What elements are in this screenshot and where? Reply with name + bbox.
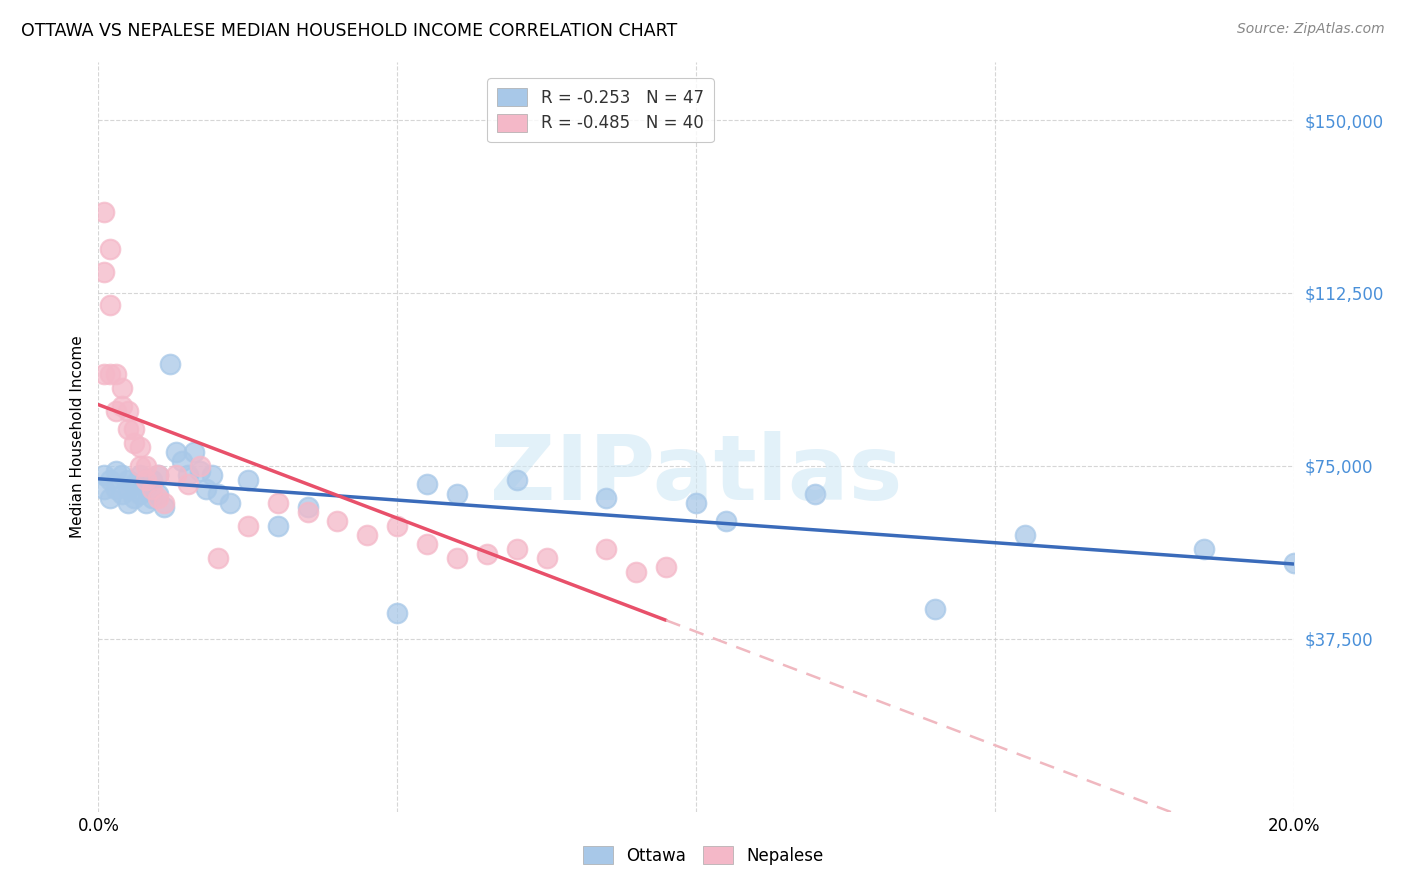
Point	[105, 403, 128, 417]
Point	[111, 486, 134, 500]
Point	[446, 551, 468, 566]
Point	[141, 491, 163, 505]
Y-axis label: Median Household Income: Median Household Income	[69, 335, 84, 539]
Point	[267, 496, 290, 510]
Point	[1282, 556, 1305, 570]
Point	[159, 358, 181, 372]
Point	[356, 528, 378, 542]
Point	[385, 607, 409, 621]
Point	[153, 496, 176, 510]
Point	[416, 537, 439, 551]
Point	[506, 541, 529, 556]
Point	[195, 482, 218, 496]
Point	[236, 519, 259, 533]
Point	[129, 458, 152, 473]
Point	[165, 445, 187, 459]
Point	[385, 519, 409, 533]
Point	[207, 551, 229, 566]
Point	[207, 486, 229, 500]
Point	[124, 435, 146, 450]
Point	[714, 514, 737, 528]
Point	[148, 468, 170, 483]
Point	[129, 486, 152, 500]
Point	[105, 482, 128, 496]
Point	[105, 367, 128, 381]
Point	[93, 468, 115, 483]
Point	[129, 441, 152, 455]
Point	[117, 403, 139, 417]
Point	[219, 496, 242, 510]
Point	[1014, 528, 1036, 542]
Point	[267, 519, 290, 533]
Point	[124, 491, 146, 505]
Point	[804, 486, 827, 500]
Point	[183, 445, 205, 459]
Point	[475, 547, 498, 561]
Text: Source: ZipAtlas.com: Source: ZipAtlas.com	[1237, 22, 1385, 37]
Point	[188, 458, 211, 473]
Point	[924, 602, 946, 616]
Point	[148, 491, 170, 505]
Point	[595, 541, 617, 556]
Point	[117, 496, 139, 510]
Point	[98, 473, 122, 487]
Point	[111, 468, 134, 483]
Point	[117, 473, 139, 487]
Text: ZIPatlas: ZIPatlas	[489, 431, 903, 518]
Point	[93, 367, 115, 381]
Point	[148, 486, 170, 500]
Point	[1192, 541, 1215, 556]
Point	[297, 505, 319, 519]
Point	[172, 454, 194, 468]
Point	[446, 486, 468, 500]
Point	[177, 477, 200, 491]
Point	[117, 422, 139, 436]
Point	[135, 482, 157, 496]
Legend: Ottawa, Nepalese: Ottawa, Nepalese	[572, 836, 834, 875]
Point	[135, 473, 157, 487]
Point	[685, 496, 707, 510]
Point	[124, 422, 146, 436]
Point	[326, 514, 349, 528]
Point	[117, 482, 139, 496]
Point	[536, 551, 558, 566]
Point	[124, 477, 146, 491]
Point	[148, 468, 170, 483]
Point	[93, 265, 115, 279]
Point	[188, 463, 211, 477]
Point	[111, 399, 134, 413]
Point	[165, 468, 187, 483]
Point	[655, 560, 678, 574]
Point	[626, 565, 648, 579]
Point	[98, 242, 122, 256]
Point	[111, 380, 134, 394]
Point	[98, 297, 122, 311]
Point	[141, 482, 163, 496]
Point	[93, 482, 115, 496]
Point	[135, 458, 157, 473]
Legend: R = -0.253   N = 47, R = -0.485   N = 40: R = -0.253 N = 47, R = -0.485 N = 40	[488, 78, 713, 142]
Point	[93, 205, 115, 219]
Point	[98, 491, 122, 505]
Point	[135, 496, 157, 510]
Point	[297, 500, 319, 515]
Point	[105, 463, 128, 477]
Point	[416, 477, 439, 491]
Point	[595, 491, 617, 505]
Point	[141, 473, 163, 487]
Point	[506, 473, 529, 487]
Point	[98, 367, 122, 381]
Point	[236, 473, 259, 487]
Point	[129, 468, 152, 483]
Point	[201, 468, 224, 483]
Point	[177, 468, 200, 483]
Text: OTTAWA VS NEPALESE MEDIAN HOUSEHOLD INCOME CORRELATION CHART: OTTAWA VS NEPALESE MEDIAN HOUSEHOLD INCO…	[21, 22, 678, 40]
Point	[153, 500, 176, 515]
